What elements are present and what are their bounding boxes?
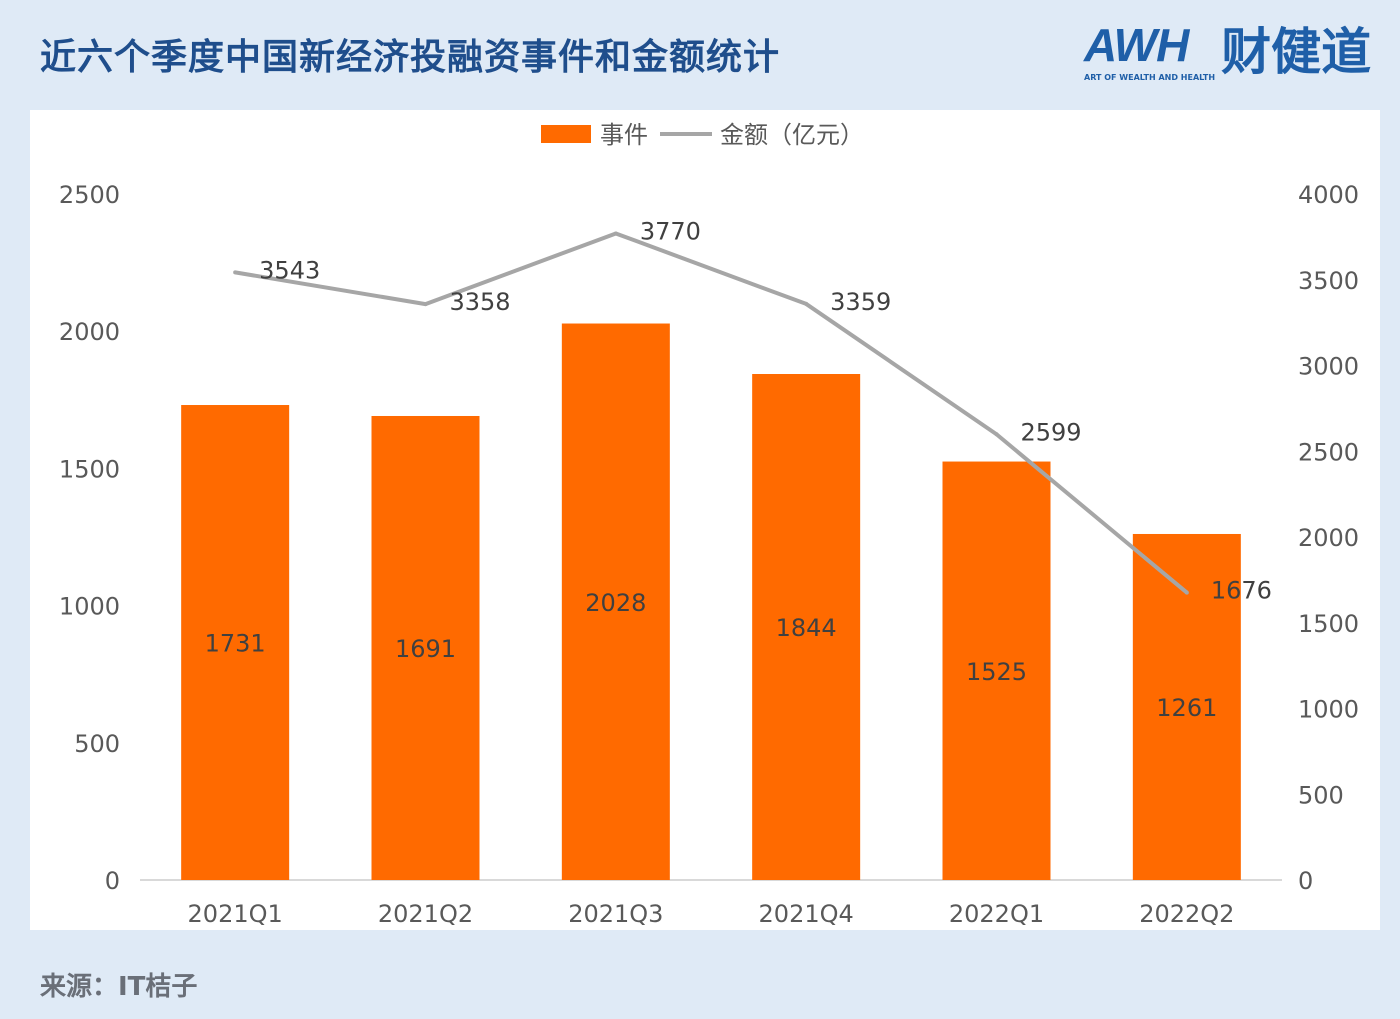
y-left-tick-label: 500 <box>74 730 120 758</box>
line-data-label: 2599 <box>1021 418 1082 446</box>
x-tick-label: 2022Q2 <box>1139 900 1234 928</box>
x-tick-label: 2021Q3 <box>568 900 663 928</box>
chart-title: 近六个季度中国新经济投融资事件和金额统计 <box>40 37 781 78</box>
line-point <box>423 302 428 307</box>
x-tick-label: 2021Q2 <box>378 900 473 928</box>
y-left-tick-label: 1500 <box>59 455 120 483</box>
bar <box>942 461 1051 880</box>
line-data-label: 3770 <box>640 217 701 245</box>
bar-data-label: 1261 <box>1156 694 1217 722</box>
bar-data-label: 1731 <box>205 630 266 658</box>
line-data-label: 3358 <box>450 288 511 316</box>
y-right-tick-label: 1000 <box>1298 696 1359 724</box>
bar-data-label: 2028 <box>585 589 646 617</box>
source-note: 来源：IT桔子 <box>40 972 198 1002</box>
y-right-tick-label: 1500 <box>1298 610 1359 638</box>
bar <box>752 374 861 880</box>
line-point <box>1184 590 1189 595</box>
line-point <box>804 301 809 306</box>
legend-label-line: 金额（亿元） <box>720 121 864 149</box>
y-right-tick-label: 2000 <box>1298 524 1359 552</box>
y-left-tick-label: 1000 <box>59 593 120 621</box>
y-right-tick-label: 4000 <box>1298 181 1359 209</box>
y-left-tick-label: 2000 <box>59 318 120 346</box>
bar <box>181 405 290 880</box>
y-right-tick-label: 3000 <box>1298 353 1359 381</box>
line-point <box>613 231 618 236</box>
x-tick-label: 2021Q4 <box>759 900 854 928</box>
y-left-tick-label: 2500 <box>59 181 120 209</box>
x-tick-label: 2021Q1 <box>188 900 283 928</box>
y-right-tick-label: 3500 <box>1298 267 1359 295</box>
x-tick-label: 2022Q1 <box>949 900 1044 928</box>
line-series <box>234 231 1189 595</box>
bar-data-label: 1691 <box>395 635 456 663</box>
y-left-tick-label: 0 <box>105 867 120 895</box>
bar <box>371 415 480 880</box>
line-point <box>994 432 999 437</box>
line-data-label: 1676 <box>1211 577 1272 605</box>
line-data-label: 3359 <box>830 288 891 316</box>
y-right-tick-label: 2500 <box>1298 438 1359 466</box>
bar-data-label: 1525 <box>966 658 1027 686</box>
y-right-tick-label: 0 <box>1298 867 1313 895</box>
y-right-tick-label: 500 <box>1298 781 1344 809</box>
brand-logo: AWH ART OF WEALTH AND HEALTH 财健道 <box>1084 19 1372 82</box>
line-point <box>233 270 238 275</box>
bar-data-label: 1844 <box>776 614 837 642</box>
legend-label-bar: 事件 <box>600 121 648 149</box>
line-data-label: 3543 <box>259 256 320 284</box>
legend-swatch-bar <box>541 125 591 143</box>
bar <box>561 323 670 880</box>
